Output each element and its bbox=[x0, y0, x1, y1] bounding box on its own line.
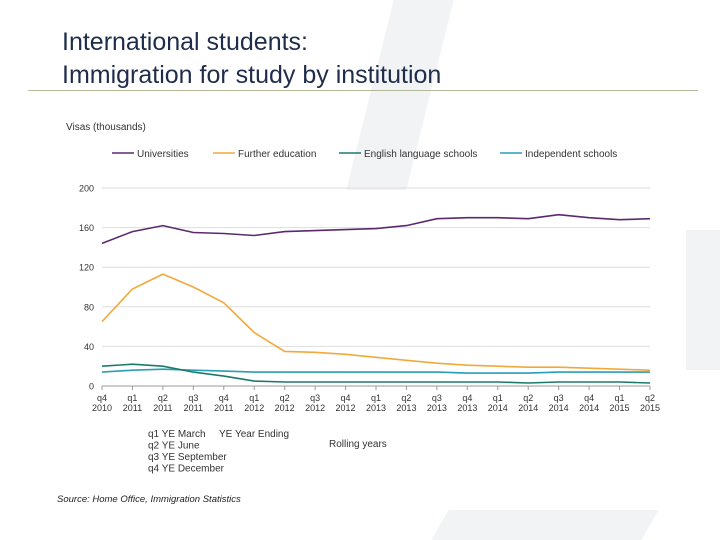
y-axis: 0 40 80 120 160 200 bbox=[79, 184, 94, 392]
legend-label: Universities bbox=[137, 149, 189, 160]
x-tick-label-year: 2014 bbox=[518, 403, 538, 413]
quarter-key-item: q4 YE December bbox=[148, 464, 225, 475]
y-tick-label: 40 bbox=[84, 342, 94, 352]
legend-label: Independent schools bbox=[525, 149, 617, 160]
x-tick-label-quarter: q4 bbox=[462, 393, 472, 403]
y-axis-label: Visas (thousands) bbox=[66, 122, 146, 133]
background-stripe-right bbox=[686, 230, 720, 370]
x-tick-label-year: 2015 bbox=[640, 403, 660, 413]
series-line-independent-schools bbox=[101, 368, 650, 374]
x-tick-label-quarter: q3 bbox=[432, 393, 442, 403]
x-tick-label-quarter: q4 bbox=[341, 393, 351, 403]
x-tick-label-quarter: q1 bbox=[371, 393, 381, 403]
x-tick-label-quarter: q2 bbox=[158, 393, 168, 403]
x-axis-label: Rolling years bbox=[329, 439, 387, 450]
x-tick-label-quarter: q2 bbox=[645, 393, 655, 403]
x-tick-label-year: 2013 bbox=[427, 403, 447, 413]
quarter-key-item: q3 YE September bbox=[148, 452, 227, 463]
legend-label: English language schools bbox=[364, 149, 477, 160]
grid bbox=[102, 187, 650, 387]
title-divider bbox=[28, 90, 698, 91]
x-tick-label-quarter: q2 bbox=[401, 393, 411, 403]
x-tick-label-year: 2013 bbox=[396, 403, 416, 413]
x-tick-label-year: 2013 bbox=[457, 403, 477, 413]
y-tick-label: 120 bbox=[79, 263, 94, 273]
x-tick-label-year: 2012 bbox=[275, 403, 295, 413]
series-lines bbox=[101, 213, 651, 384]
x-tick-label-year: 2012 bbox=[336, 403, 356, 413]
x-axis: q42010q12011q22011q32011q42011q12012q220… bbox=[92, 386, 660, 413]
page-title-line-2: Immigration for study by institution bbox=[62, 61, 442, 89]
quarter-key-item: q2 YE June bbox=[148, 441, 200, 452]
series-line-universities bbox=[101, 213, 651, 245]
x-tick-label-quarter: q2 bbox=[523, 393, 533, 403]
x-tick-label-quarter: q1 bbox=[249, 393, 259, 403]
page-title: International students: Immigration for … bbox=[62, 26, 441, 92]
page-title-line-1: International students: bbox=[62, 28, 308, 56]
x-tick-label-quarter: q4 bbox=[97, 393, 107, 403]
x-tick-label-quarter: q2 bbox=[280, 393, 290, 403]
y-tick-label: 200 bbox=[79, 184, 94, 194]
x-tick-label-quarter: q4 bbox=[584, 393, 594, 403]
x-tick-label-quarter: q3 bbox=[310, 393, 320, 403]
legend: Universities Further education English lan… bbox=[112, 149, 617, 160]
x-tick-label-year: 2015 bbox=[610, 403, 630, 413]
series-line-english-language-schools bbox=[101, 363, 651, 384]
quarter-key-item: q1 YE March bbox=[148, 429, 206, 440]
legend-label: Further education bbox=[238, 149, 316, 160]
x-tick-label-year: 2011 bbox=[184, 403, 203, 413]
x-tick-label-year: 2011 bbox=[123, 403, 142, 413]
year-ending-key: YE Year Ending bbox=[219, 429, 289, 440]
y-tick-label: 0 bbox=[89, 382, 94, 392]
x-tick-label-quarter: q4 bbox=[219, 393, 229, 403]
x-tick-label-year: 2014 bbox=[549, 403, 569, 413]
x-tick-label-quarter: q1 bbox=[615, 393, 625, 403]
x-tick-label-year: 2012 bbox=[244, 403, 264, 413]
x-tick-label-year: 2011 bbox=[214, 403, 233, 413]
y-tick-label: 160 bbox=[79, 223, 94, 233]
series-line-further-education bbox=[101, 273, 651, 371]
x-tick-label-year: 2014 bbox=[488, 403, 508, 413]
x-tick-label-quarter: q3 bbox=[188, 393, 198, 403]
x-tick-label-quarter: q3 bbox=[554, 393, 564, 403]
x-tick-label-year: 2014 bbox=[579, 403, 599, 413]
x-tick-label-quarter: q1 bbox=[493, 393, 503, 403]
x-tick-label-year: 2011 bbox=[153, 403, 172, 413]
x-tick-label-year: 2013 bbox=[366, 403, 386, 413]
source-note: Source: Home Office, Immigration Statist… bbox=[57, 494, 241, 505]
x-tick-label-year: 2010 bbox=[92, 403, 112, 413]
x-tick-label-quarter: q1 bbox=[127, 393, 137, 403]
x-tick-label-year: 2012 bbox=[305, 403, 325, 413]
y-tick-label: 80 bbox=[84, 302, 94, 312]
